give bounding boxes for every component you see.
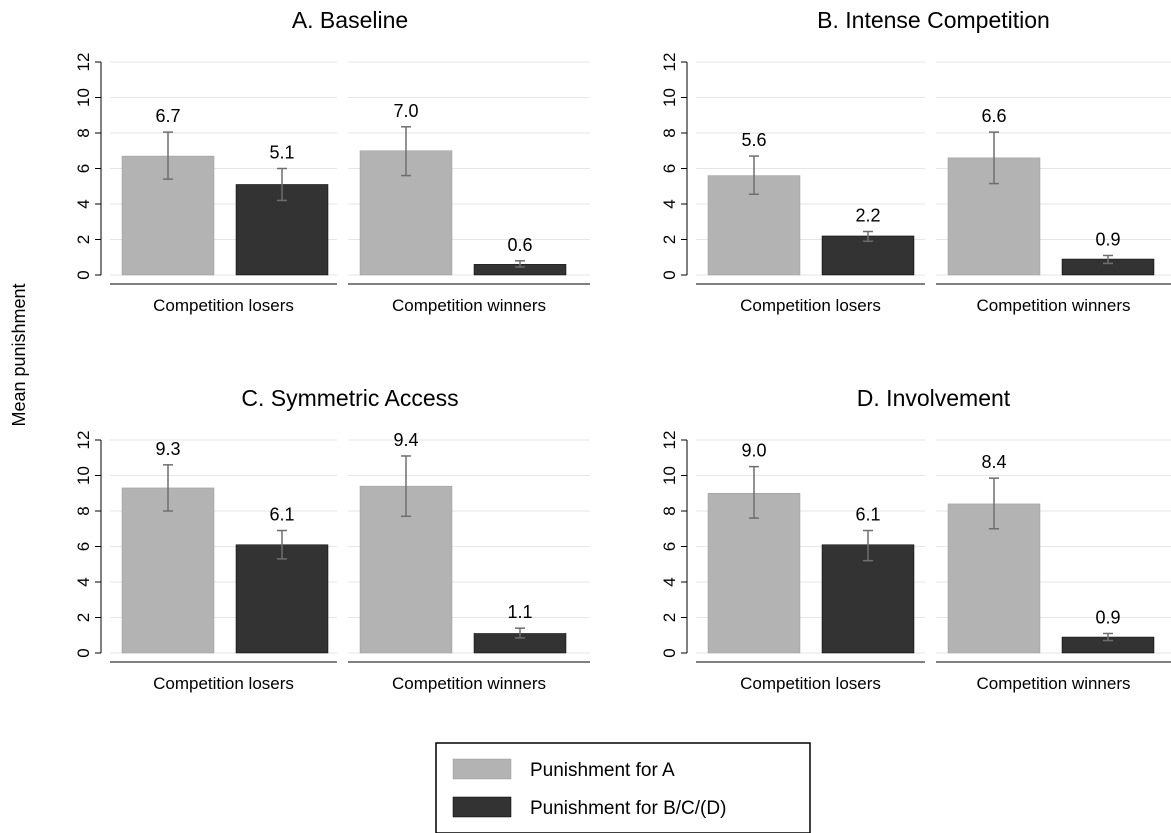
y-tick-label: 4 bbox=[660, 577, 679, 586]
bar-value-label: 0.9 bbox=[1095, 607, 1120, 627]
y-tick-label: 4 bbox=[660, 199, 679, 208]
bar-series-2 bbox=[235, 544, 329, 654]
category-label: Competition winners bbox=[392, 296, 546, 315]
category-label: Competition losers bbox=[740, 674, 881, 693]
panel-title: B. Intense Competition bbox=[817, 7, 1050, 33]
legend-swatch-series-b bbox=[452, 796, 512, 818]
y-tick-label: 12 bbox=[74, 53, 93, 72]
y-tick-label: 6 bbox=[74, 164, 93, 173]
bar-value-label: 8.4 bbox=[981, 452, 1006, 472]
category-label: Competition losers bbox=[740, 296, 881, 315]
legend-label-series-a: Punishment for A bbox=[530, 760, 675, 781]
panel-title: D. Involvement bbox=[857, 385, 1011, 411]
category-label: Competition losers bbox=[153, 674, 294, 693]
bar-value-label: 1.1 bbox=[507, 602, 532, 622]
panel-1: A. Baseline 0 2 4 6 8 10 12 Competition losers 6.… bbox=[74, 7, 590, 315]
y-tick-label: 8 bbox=[660, 506, 679, 515]
bar-value-label: 2.2 bbox=[855, 206, 880, 226]
bar-value-label: 9.0 bbox=[741, 441, 766, 461]
panel-2: B. Intense Competition 0 2 4 6 8 10 12 Competiti… bbox=[660, 7, 1171, 315]
y-tick-label: 10 bbox=[660, 88, 679, 107]
y-tick-label: 6 bbox=[660, 542, 679, 551]
panel-4: D. Involvement 0 2 4 6 8 10 12 Competition loser… bbox=[660, 385, 1171, 693]
y-tick-label: 4 bbox=[74, 577, 93, 586]
bar-value-label: 6.1 bbox=[855, 505, 880, 525]
y-tick-label: 12 bbox=[660, 431, 679, 450]
y-tick-label: 0 bbox=[660, 648, 679, 657]
y-tick-label: 6 bbox=[74, 542, 93, 551]
bar-value-label: 6.7 bbox=[155, 106, 180, 126]
bar-value-label: 0.9 bbox=[1095, 229, 1120, 249]
bar-value-label: 9.4 bbox=[393, 430, 418, 450]
panel-title: A. Baseline bbox=[292, 7, 408, 33]
legend-box bbox=[435, 742, 811, 833]
bar-series-2 bbox=[821, 235, 915, 276]
y-tick-label: 0 bbox=[74, 648, 93, 657]
y-tick-label: 8 bbox=[660, 128, 679, 137]
bar-value-label: 6.1 bbox=[269, 505, 294, 525]
y-tick-label: 2 bbox=[660, 235, 679, 244]
bar-series-1 bbox=[707, 493, 801, 654]
chart-panels: A. Baseline 0 2 4 6 8 10 12 Competition losers 6.… bbox=[74, 7, 1171, 693]
y-tick-label: 2 bbox=[74, 235, 93, 244]
panel-title: C. Symmetric Access bbox=[241, 385, 458, 411]
bar-value-label: 5.6 bbox=[741, 130, 766, 150]
bar-series-1 bbox=[121, 487, 215, 654]
bar-value-label: 6.6 bbox=[981, 106, 1006, 126]
legend-label-series-b: Punishment for B/C/(D) bbox=[530, 798, 726, 819]
panel-3: C. Symmetric Access 0 2 4 6 8 10 12 Competition … bbox=[74, 385, 590, 693]
y-tick-label: 10 bbox=[74, 88, 93, 107]
y-tick-label: 10 bbox=[660, 466, 679, 485]
y-tick-label: 8 bbox=[74, 506, 93, 515]
category-label: Competition losers bbox=[153, 296, 294, 315]
bar-value-label: 7.0 bbox=[393, 101, 418, 121]
y-tick-label: 6 bbox=[660, 164, 679, 173]
legend: Punishment for A Punishment for B/C/(D) bbox=[435, 742, 811, 833]
category-label: Competition winners bbox=[392, 674, 546, 693]
category-label: Competition winners bbox=[976, 296, 1130, 315]
y-tick-label: 2 bbox=[660, 613, 679, 622]
y-tick-label: 2 bbox=[74, 613, 93, 622]
bar-value-label: 5.1 bbox=[269, 143, 294, 163]
y-tick-label: 0 bbox=[74, 270, 93, 279]
y-tick-label: 8 bbox=[74, 128, 93, 137]
y-tick-label: 12 bbox=[660, 53, 679, 72]
legend-swatch-series-a bbox=[452, 758, 512, 780]
bar-value-label: 9.3 bbox=[155, 439, 180, 459]
y-tick-label: 0 bbox=[660, 270, 679, 279]
y-tick-label: 12 bbox=[74, 431, 93, 450]
y-tick-label: 10 bbox=[74, 466, 93, 485]
bar-series-2 bbox=[821, 544, 915, 654]
bar-value-label: 0.6 bbox=[507, 235, 532, 255]
y-tick-label: 4 bbox=[74, 199, 93, 208]
category-label: Competition winners bbox=[976, 674, 1130, 693]
y-axis-label: Mean punishment bbox=[9, 283, 29, 426]
